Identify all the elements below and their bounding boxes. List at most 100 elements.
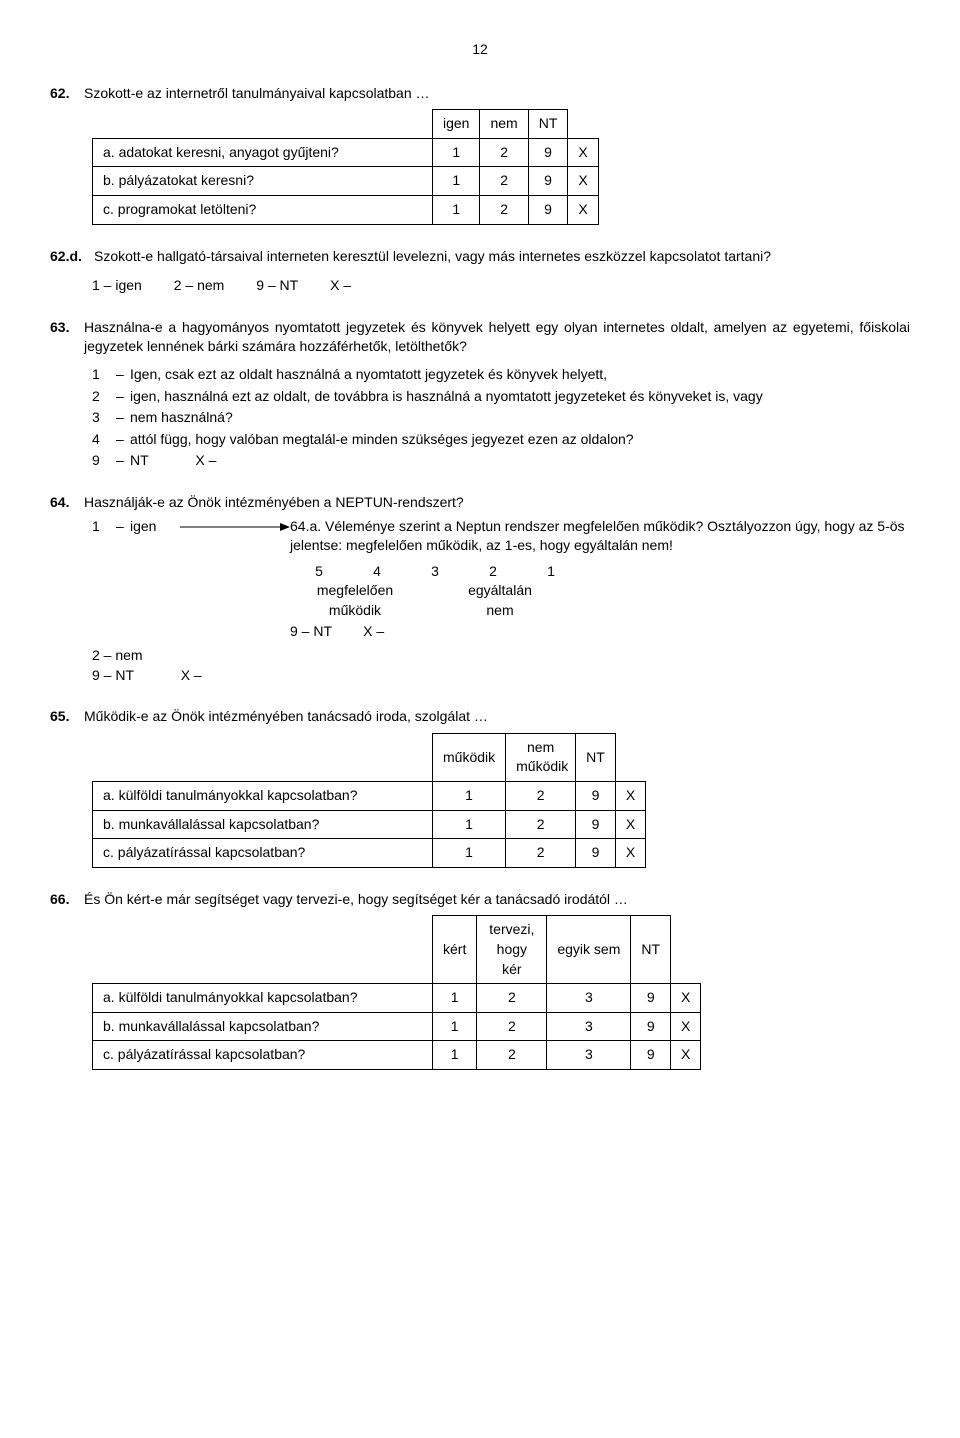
q66-text: És Ön kért-e már segítséget vagy tervezi…: [84, 890, 910, 910]
q62d-answers: 1 – igen 2 – nem 9 – NT X –: [92, 276, 910, 296]
q63-answers: 1–Igen, csak ezt az oldalt használná a n…: [92, 365, 910, 471]
q62d-a3: 9 – NT: [256, 277, 298, 293]
q66-h1: kért: [433, 916, 477, 984]
dash: –: [116, 517, 130, 537]
q66-r0-c4: 9: [631, 984, 671, 1013]
q64-a2: 2 – nem: [92, 646, 292, 666]
q65-r1-c3: 9: [576, 810, 616, 839]
q64-lower-answers: 2 – nem 9 – NT X –: [92, 646, 910, 685]
q66-r0-label: a. külföldi tanulmányokkal kapcsolatban?: [93, 984, 433, 1013]
q62-r0-c3: 9: [528, 138, 568, 167]
q66-r1-c4: 9: [631, 1012, 671, 1041]
q66-r1-c3: 3: [547, 1012, 631, 1041]
q66-r1-label: b. munkavállalással kapcsolatban?: [93, 1012, 433, 1041]
q62d-num: 62.d.: [50, 247, 94, 267]
q62-r2-label: c. programokat letölteni?: [93, 195, 433, 224]
q63-a5-n: 9: [92, 451, 116, 471]
q65-r0-c1: 1: [433, 782, 506, 811]
page-number: 12: [50, 40, 910, 60]
scale-left2: működik: [290, 601, 420, 621]
q66-r0-c3: 3: [547, 984, 631, 1013]
q63-a2-n: 2: [92, 387, 116, 407]
q62d-a1: 1 – igen: [92, 277, 142, 293]
q62-r2-c2: 2: [480, 195, 528, 224]
q65-r0-label: a. külföldi tanulmányokkal kapcsolatban?: [93, 782, 433, 811]
q64-sub-text: Véleménye szerint a Neptun rendszer megf…: [290, 518, 905, 554]
q62-h1: igen: [433, 110, 480, 139]
q65-r0-c2: 2: [506, 782, 576, 811]
q63-a5-t: NT X –: [130, 451, 910, 471]
q64-a3: 9 – NT X –: [92, 666, 292, 686]
q62-h2: nem: [480, 110, 528, 139]
q62-r2-c4: X: [568, 195, 598, 224]
q65-text: Működik-e az Önök intézményében tanácsad…: [84, 707, 910, 727]
q62-r1-c4: X: [568, 167, 598, 196]
q66-r2-c3: 3: [547, 1041, 631, 1070]
q64-a1-t: igen: [130, 517, 180, 537]
q62-r1-c2: 2: [480, 167, 528, 196]
q63-a3-t: nem használná?: [130, 408, 910, 428]
q65-num: 65.: [50, 707, 84, 727]
q63-text: Használna-e a hagyományos nyomtatott jeg…: [84, 318, 910, 357]
q63-a2-t: igen, használná ezt az oldalt, de tovább…: [130, 387, 910, 407]
q65-r1-c4: X: [615, 810, 645, 839]
scale-3: 3: [406, 562, 464, 582]
q64-a1-n: 1: [92, 517, 116, 537]
q62-r0-label: a. adatokat keresni, anyagot gyűjteni?: [93, 138, 433, 167]
scale-5: 5: [290, 562, 348, 582]
q66-r2-c2: 2: [477, 1041, 547, 1070]
q66-r0-c5: X: [671, 984, 701, 1013]
q62-r1-c1: 1: [433, 167, 480, 196]
q64-text: Használják-e az Önök intézményében a NEP…: [84, 493, 910, 513]
scale-1: 1: [522, 562, 580, 582]
q62-h3: NT: [528, 110, 568, 139]
q62-r1-c3: 9: [528, 167, 568, 196]
q63-a4-t: attól függ, hogy valóban megtalál-e mind…: [130, 430, 910, 450]
q66-r1-c1: 1: [433, 1012, 477, 1041]
question-62: 62. Szokott-e az internetről tanulmányai…: [50, 84, 910, 225]
q62-table: igen nem NT a. adatokat keresni, anyagot…: [92, 109, 599, 224]
q62d-a4: X –: [330, 277, 351, 293]
q66-r0-c2: 2: [477, 984, 547, 1013]
q66-r0-c1: 1: [433, 984, 477, 1013]
arrow-icon: [180, 520, 290, 534]
q64-num: 64.: [50, 493, 84, 513]
question-63: 63. Használna-e a hagyományos nyomtatott…: [50, 318, 910, 471]
q65-r2-c4: X: [615, 839, 645, 868]
q66-h4: NT: [631, 916, 671, 984]
q62-r0-c4: X: [568, 138, 598, 167]
q62d-text: Szokott-e hallgató-társaival interneten …: [94, 247, 910, 267]
q65-r2-label: c. pályázatírással kapcsolatban?: [93, 839, 433, 868]
q62-r0-c2: 2: [480, 138, 528, 167]
q66-r2-c5: X: [671, 1041, 701, 1070]
q65-r1-c2: 2: [506, 810, 576, 839]
q66-h3: egyik sem: [547, 916, 631, 984]
q65-r2-c3: 9: [576, 839, 616, 868]
q66-r1-c2: 2: [477, 1012, 547, 1041]
q65-r1-label: b. munkavállalással kapcsolatban?: [93, 810, 433, 839]
question-64: 64. Használják-e az Önök intézményében a…: [50, 493, 910, 685]
q62-text: Szokott-e az internetről tanulmányaival …: [84, 84, 910, 104]
q63-a3-n: 3: [92, 408, 116, 428]
scale-2: 2: [464, 562, 522, 582]
q62-r2-c1: 1: [433, 195, 480, 224]
q65-r0-c4: X: [615, 782, 645, 811]
q66-num: 66.: [50, 890, 84, 910]
scale-right1: egyáltalán: [420, 581, 580, 601]
q65-h1: működik: [433, 733, 506, 781]
scale-right2: nem: [420, 601, 580, 621]
q65-r2-c2: 2: [506, 839, 576, 868]
q63-a1-t: Igen, csak ezt az oldalt használná a nyo…: [130, 365, 910, 385]
scale-left1: megfelelően: [290, 581, 420, 601]
q62-num: 62.: [50, 84, 84, 104]
q66-r1-c5: X: [671, 1012, 701, 1041]
q62d-a2: 2 – nem: [174, 277, 225, 293]
q65-h2: nem működik: [506, 733, 576, 781]
question-66: 66. És Ön kért-e már segítséget vagy ter…: [50, 890, 910, 1070]
question-62d: 62.d. Szokott-e hallgató-társaival inter…: [50, 247, 910, 296]
q66-r2-c1: 1: [433, 1041, 477, 1070]
q63-a1-n: 1: [92, 365, 116, 385]
question-65: 65. Működik-e az Önök intézményében taná…: [50, 707, 910, 868]
q62-r0-c1: 1: [433, 138, 480, 167]
scale-4: 4: [348, 562, 406, 582]
